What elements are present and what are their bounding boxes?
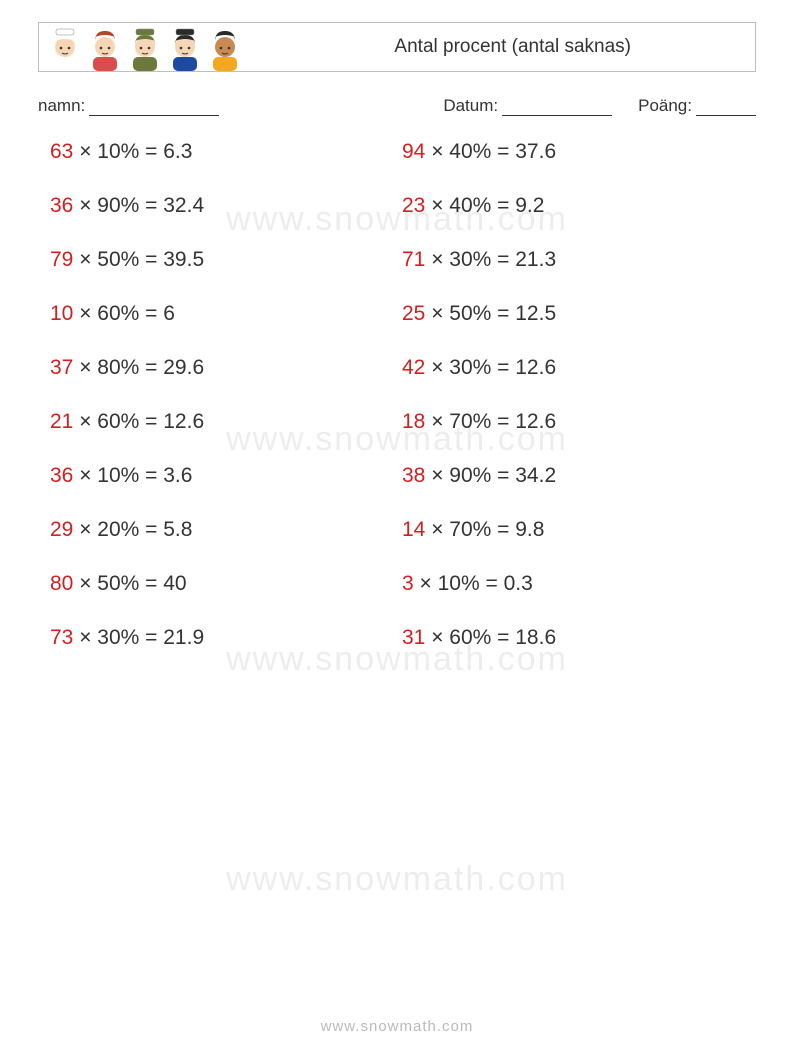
expression-rest: × 40% = 9.2: [425, 194, 544, 217]
problem-row: 73 × 30% = 21.9: [50, 626, 392, 650]
problem-row: 18 × 70% = 12.6: [402, 410, 744, 434]
meta-name: namn:: [38, 96, 219, 116]
operand-a: 23: [402, 194, 425, 217]
operand-a: 36: [50, 194, 73, 217]
problem-row: 36 × 90% = 32.4: [50, 194, 392, 218]
score-blank[interactable]: [696, 96, 756, 116]
expression-rest: × 60% = 18.6: [425, 626, 556, 649]
problem-row: 71 × 30% = 21.3: [402, 248, 744, 272]
operand-a: 94: [402, 140, 425, 163]
problem-row: 21 × 60% = 12.6: [50, 410, 392, 434]
problem-row: 31 × 60% = 18.6: [402, 626, 744, 650]
expression-rest: × 30% = 21.3: [425, 248, 556, 271]
date-label: Datum:: [443, 96, 498, 116]
operand-a: 21: [50, 410, 73, 433]
operand-a: 42: [402, 356, 425, 379]
problem-row: 23 × 40% = 9.2: [402, 194, 744, 218]
operand-a: 10: [50, 302, 73, 325]
operand-a: 18: [402, 410, 425, 433]
operand-a: 29: [50, 518, 73, 541]
footer-link: www.snowmath.com: [0, 1018, 794, 1035]
operand-a: 14: [402, 518, 425, 541]
problem-row: 38 × 90% = 34.2: [402, 464, 744, 488]
woman-avatar: [87, 27, 123, 71]
problem-row: 63 × 10% = 6.3: [50, 140, 392, 164]
expression-rest: × 90% = 34.2: [425, 464, 556, 487]
problems-grid: 63 × 10% = 6.3 94 × 40% = 37.6 36 × 90% = …: [50, 140, 744, 650]
score-label: Poäng:: [638, 96, 692, 116]
operand-a: 80: [50, 572, 73, 595]
expression-rest: × 70% = 12.6: [425, 410, 556, 433]
meta-right: Datum: Poäng:: [443, 96, 756, 116]
expression-rest: × 90% = 32.4: [73, 194, 204, 217]
problem-row: 25 × 50% = 12.5: [402, 302, 744, 326]
expression-rest: × 60% = 12.6: [73, 410, 204, 433]
problem-row: 29 × 20% = 5.8: [50, 518, 392, 542]
expression-rest: × 50% = 12.5: [425, 302, 556, 325]
header-box: Antal procent (antal saknas): [38, 22, 756, 72]
expression-rest: × 60% = 6: [73, 302, 175, 325]
expression-rest: × 30% = 21.9: [73, 626, 204, 649]
problem-row: 80 × 50% = 40: [50, 572, 392, 596]
problem-row: 94 × 40% = 37.6: [402, 140, 744, 164]
operand-a: 37: [50, 356, 73, 379]
expression-rest: × 50% = 40: [73, 572, 186, 595]
problem-row: 79 × 50% = 39.5: [50, 248, 392, 272]
expression-rest: × 40% = 37.6: [425, 140, 556, 163]
expression-rest: × 10% = 0.3: [414, 572, 533, 595]
operand-a: 31: [402, 626, 425, 649]
expression-rest: × 80% = 29.6: [73, 356, 204, 379]
man-avatar: [207, 27, 243, 71]
problem-row: 14 × 70% = 9.8: [402, 518, 744, 542]
problem-row: 42 × 30% = 12.6: [402, 356, 744, 380]
operand-a: 36: [50, 464, 73, 487]
problem-row: 36 × 10% = 3.6: [50, 464, 392, 488]
graduate-avatar: [167, 27, 203, 71]
operand-a: 63: [50, 140, 73, 163]
page-title: Antal procent (antal saknas): [394, 36, 741, 58]
avatar-row: [47, 23, 243, 71]
operand-a: 25: [402, 302, 425, 325]
expression-rest: × 50% = 39.5: [73, 248, 204, 271]
name-label: namn:: [38, 96, 85, 116]
expression-rest: × 10% = 6.3: [73, 140, 192, 163]
date-blank[interactable]: [502, 96, 612, 116]
expression-rest: × 10% = 3.6: [73, 464, 192, 487]
meta-row: namn: Datum: Poäng:: [38, 96, 756, 116]
chef-avatar: [47, 27, 83, 71]
watermark-text: www.snowmath.com: [0, 860, 794, 899]
operand-a: 3: [402, 572, 414, 595]
name-blank[interactable]: [89, 96, 219, 116]
soldier-avatar: [127, 27, 163, 71]
expression-rest: × 70% = 9.8: [425, 518, 544, 541]
expression-rest: × 20% = 5.8: [73, 518, 192, 541]
problem-row: 10 × 60% = 6: [50, 302, 392, 326]
operand-a: 73: [50, 626, 73, 649]
problem-row: 3 × 10% = 0.3: [402, 572, 744, 596]
worksheet-page: Antal procent (antal saknas) namn: Datum…: [0, 0, 794, 1053]
operand-a: 38: [402, 464, 425, 487]
problem-row: 37 × 80% = 29.6: [50, 356, 392, 380]
expression-rest: × 30% = 12.6: [425, 356, 556, 379]
operand-a: 79: [50, 248, 73, 271]
operand-a: 71: [402, 248, 425, 271]
